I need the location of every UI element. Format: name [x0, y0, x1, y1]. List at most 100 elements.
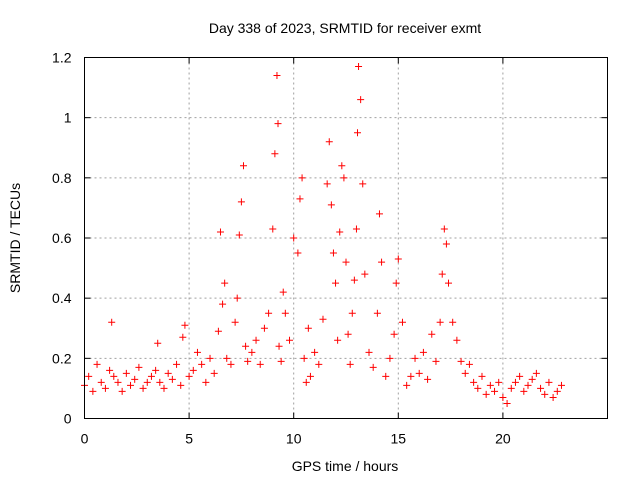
- data-point: [336, 228, 344, 236]
- data-point: [553, 387, 561, 395]
- data-point: [160, 384, 168, 392]
- data-point: [365, 348, 373, 356]
- data-point: [327, 201, 335, 209]
- data-point: [438, 270, 446, 278]
- data-point: [122, 369, 130, 377]
- data-point: [181, 321, 189, 329]
- data-point: [256, 360, 264, 368]
- data-point: [323, 180, 331, 188]
- data-point: [373, 309, 381, 317]
- data-point: [478, 372, 486, 380]
- data-point: [156, 378, 164, 386]
- y-tick-label: 0.6: [52, 230, 72, 246]
- data-point: [154, 339, 162, 347]
- data-point: [85, 372, 93, 380]
- data-point: [281, 309, 289, 317]
- data-point: [198, 360, 206, 368]
- data-point: [474, 384, 482, 392]
- data-point: [398, 318, 406, 326]
- data-point: [338, 162, 346, 170]
- data-point: [516, 372, 524, 380]
- data-point: [290, 234, 298, 242]
- data-point: [407, 372, 415, 380]
- data-point: [265, 309, 273, 317]
- data-point: [127, 381, 135, 389]
- data-point: [470, 378, 478, 386]
- data-point: [93, 360, 101, 368]
- grid-lines: [84, 57, 608, 419]
- data-point: [147, 372, 155, 380]
- data-point: [97, 378, 105, 386]
- chart-title: Day 338 of 2023, SRMTID for receiver exm…: [209, 20, 481, 36]
- data-point: [461, 369, 469, 377]
- data-point: [286, 336, 294, 344]
- data-point: [89, 387, 97, 395]
- data-point: [549, 393, 557, 401]
- data-point: [359, 180, 367, 188]
- data-point: [440, 225, 448, 233]
- data-point: [177, 381, 185, 389]
- data-point: [482, 390, 490, 398]
- data-point: [465, 360, 473, 368]
- data-point: [231, 318, 239, 326]
- y-tick-label: 1: [64, 110, 72, 126]
- data-point: [237, 198, 245, 206]
- data-point: [390, 330, 398, 338]
- data-point: [306, 372, 314, 380]
- data-point: [499, 393, 507, 401]
- data-point: [411, 354, 419, 362]
- data-point: [108, 318, 116, 326]
- data-point: [334, 336, 342, 344]
- data-point: [537, 384, 545, 392]
- data-point: [361, 270, 369, 278]
- data-point: [486, 381, 494, 389]
- data-point: [394, 255, 402, 263]
- data-point: [118, 387, 126, 395]
- data-point: [340, 174, 348, 182]
- data-point: [260, 324, 268, 332]
- data-point: [179, 333, 187, 341]
- data-point: [239, 162, 247, 170]
- data-point: [369, 363, 377, 371]
- data-point: [449, 318, 457, 326]
- data-point: [342, 258, 350, 266]
- data-point: [210, 369, 218, 377]
- data-point: [491, 387, 499, 395]
- data-point: [143, 378, 151, 386]
- x-tick-label: 5: [185, 431, 193, 447]
- data-point: [378, 258, 386, 266]
- data-point: [346, 360, 354, 368]
- data-point: [214, 327, 222, 335]
- data-point: [233, 294, 241, 302]
- data-point: [139, 384, 147, 392]
- data-point: [219, 300, 227, 308]
- data-point: [325, 138, 333, 146]
- data-point: [357, 96, 365, 104]
- data-point: [302, 378, 310, 386]
- data-point: [424, 375, 432, 383]
- data-point: [354, 129, 362, 137]
- x-tick-label: 15: [391, 431, 407, 447]
- data-point: [541, 390, 549, 398]
- data-point: [193, 348, 201, 356]
- data-point: [296, 195, 304, 203]
- data-point: [152, 366, 160, 374]
- data-point: [110, 372, 118, 380]
- data-point: [135, 363, 143, 371]
- data-point: [524, 381, 532, 389]
- data-points: [81, 63, 565, 407]
- x-tick-label: 10: [286, 431, 302, 447]
- data-point: [329, 249, 337, 257]
- tick-labels: 0 5 10 15 20 0 0.2 0.4 0.6 0.8 1 1.2: [52, 50, 511, 447]
- data-point: [442, 240, 450, 248]
- data-point: [300, 354, 308, 362]
- data-point: [189, 366, 197, 374]
- data-point: [202, 378, 210, 386]
- data-point: [403, 381, 411, 389]
- data-point: [101, 384, 109, 392]
- data-point: [511, 378, 519, 386]
- data-point: [453, 336, 461, 344]
- x-tick-label: 0: [81, 431, 89, 447]
- data-point: [252, 336, 260, 344]
